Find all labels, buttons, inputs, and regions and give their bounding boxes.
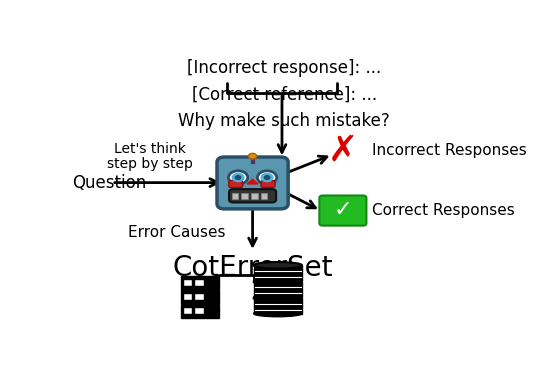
FancyBboxPatch shape (181, 276, 219, 290)
Text: Question: Question (72, 173, 146, 192)
FancyBboxPatch shape (195, 308, 204, 314)
Circle shape (261, 173, 273, 181)
FancyBboxPatch shape (254, 298, 302, 314)
FancyBboxPatch shape (232, 193, 238, 199)
Text: Correct Responses: Correct Responses (372, 203, 515, 218)
FancyBboxPatch shape (181, 304, 219, 318)
FancyBboxPatch shape (319, 196, 366, 226)
FancyBboxPatch shape (254, 265, 302, 280)
Ellipse shape (254, 262, 302, 269)
FancyBboxPatch shape (254, 282, 302, 297)
FancyBboxPatch shape (184, 308, 192, 314)
Text: Why make such mistake?: Why make such mistake? (178, 112, 390, 130)
FancyBboxPatch shape (261, 193, 267, 199)
Text: Error Causes: Error Causes (128, 225, 225, 240)
Text: step by step: step by step (107, 157, 192, 171)
Ellipse shape (254, 277, 302, 284)
Text: [Correct reference]: ...: [Correct reference]: ... (191, 86, 377, 104)
Circle shape (233, 173, 244, 181)
FancyBboxPatch shape (184, 280, 192, 286)
Circle shape (264, 176, 270, 180)
Text: CotErrorSet: CotErrorSet (172, 254, 333, 282)
Circle shape (248, 153, 257, 159)
Text: Let's think: Let's think (114, 142, 185, 156)
Text: ✓: ✓ (333, 200, 352, 220)
FancyBboxPatch shape (261, 180, 275, 188)
FancyBboxPatch shape (184, 294, 192, 300)
Circle shape (257, 171, 277, 184)
Text: Incorrect Responses: Incorrect Responses (372, 143, 527, 158)
Ellipse shape (254, 294, 302, 300)
FancyBboxPatch shape (241, 193, 248, 199)
FancyBboxPatch shape (195, 280, 204, 286)
Circle shape (228, 171, 248, 184)
Polygon shape (247, 179, 258, 184)
FancyBboxPatch shape (195, 294, 204, 300)
FancyBboxPatch shape (229, 180, 243, 188)
FancyBboxPatch shape (181, 290, 219, 304)
Ellipse shape (254, 278, 302, 285)
FancyBboxPatch shape (229, 189, 276, 202)
FancyBboxPatch shape (251, 193, 257, 199)
Circle shape (235, 176, 241, 180)
FancyBboxPatch shape (217, 157, 288, 209)
Text: [Incorrect response]: ...: [Incorrect response]: ... (187, 59, 381, 77)
Ellipse shape (254, 295, 302, 301)
Text: ✗: ✗ (328, 133, 358, 167)
Ellipse shape (254, 310, 302, 317)
